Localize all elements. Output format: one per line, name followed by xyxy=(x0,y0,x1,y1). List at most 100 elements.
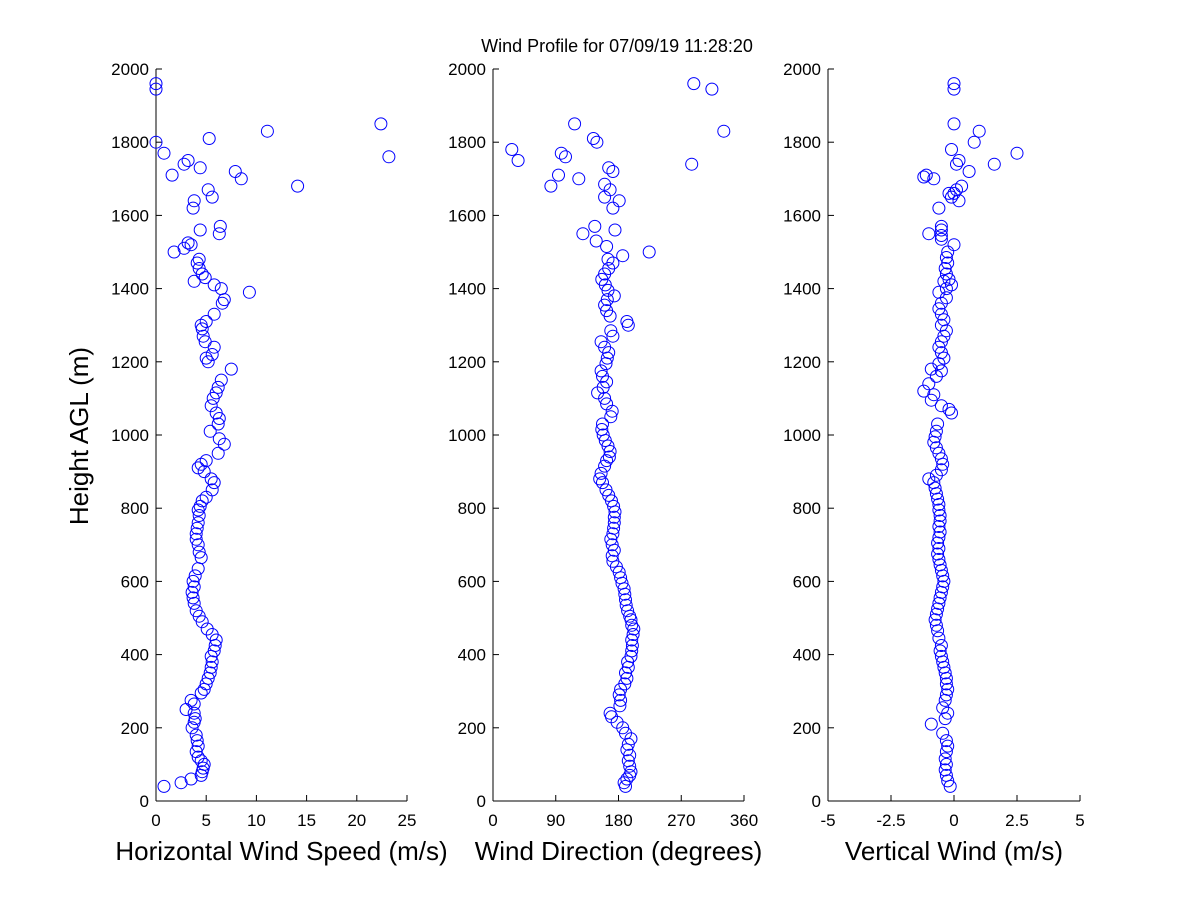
x-tick-label: 90 xyxy=(546,811,565,830)
data-point xyxy=(217,293,231,307)
data-point xyxy=(705,82,719,96)
data-point xyxy=(224,362,238,376)
data-point xyxy=(607,499,621,513)
data-point xyxy=(605,538,619,552)
data-point xyxy=(934,318,948,332)
data-point xyxy=(607,510,621,524)
y-tick-label: 200 xyxy=(121,719,149,738)
data-point xyxy=(382,150,396,164)
x-tick-label: 15 xyxy=(297,811,316,830)
x-axis-label: Horizontal Wind Speed (m/s) xyxy=(115,836,447,866)
y-tick-label: 200 xyxy=(793,719,821,738)
x-tick-label: 2.5 xyxy=(1005,811,1029,830)
y-tick-label: 1600 xyxy=(111,206,149,225)
data-point xyxy=(602,450,616,464)
data-point xyxy=(941,739,955,753)
data-point xyxy=(179,703,193,716)
y-axis-label: Height AGL (m) xyxy=(64,347,94,525)
data-point xyxy=(207,307,221,321)
data-point xyxy=(614,693,628,707)
data-point xyxy=(559,150,572,164)
data-point xyxy=(203,424,217,438)
data-point xyxy=(626,628,640,641)
data-point xyxy=(149,77,163,91)
y-tick-label: 600 xyxy=(121,572,149,591)
data-point xyxy=(625,644,639,658)
data-point xyxy=(157,146,171,160)
data-point xyxy=(929,607,943,621)
y-tick-label: 1200 xyxy=(783,353,821,372)
data-point xyxy=(618,677,632,691)
data-point xyxy=(931,547,945,561)
y-tick-label: 600 xyxy=(458,572,486,591)
data-point xyxy=(200,622,214,636)
data-point xyxy=(177,241,191,255)
data-point xyxy=(212,432,226,446)
data-point xyxy=(934,229,948,242)
data-point xyxy=(947,186,961,200)
x-tick-label: 25 xyxy=(398,811,417,830)
data-point xyxy=(189,532,203,546)
data-point xyxy=(607,521,621,535)
data-point xyxy=(590,135,604,149)
data-point xyxy=(608,223,622,237)
y-tick-label: 800 xyxy=(458,499,486,518)
data-point xyxy=(194,551,208,565)
data-point xyxy=(505,143,519,156)
data-point xyxy=(552,168,565,182)
data-point xyxy=(187,194,201,208)
data-point xyxy=(932,542,946,555)
data-point xyxy=(596,428,610,442)
data-point xyxy=(934,463,948,477)
data-point xyxy=(202,132,216,145)
data-point xyxy=(600,454,614,468)
data-point xyxy=(947,117,961,131)
y-tick-label: 1400 xyxy=(111,280,149,299)
x-tick-label: 180 xyxy=(604,811,632,830)
data-point xyxy=(938,262,952,275)
data-point xyxy=(945,190,958,204)
data-point xyxy=(157,779,171,793)
data-point xyxy=(199,315,213,328)
data-point xyxy=(621,754,635,768)
data-point xyxy=(187,697,201,711)
data-point xyxy=(687,77,701,91)
data-point xyxy=(932,531,946,544)
y-tick-label: 200 xyxy=(458,719,486,738)
data-point xyxy=(214,282,228,296)
data-point xyxy=(194,686,208,700)
data-point xyxy=(945,406,958,420)
data-point xyxy=(619,598,633,612)
y-tick-label: 2000 xyxy=(783,60,821,79)
data-point xyxy=(927,476,941,490)
data-point xyxy=(184,238,198,252)
data-point xyxy=(939,251,953,264)
data-point xyxy=(209,406,223,420)
data-point xyxy=(942,186,956,200)
data-point xyxy=(594,335,608,349)
data-point xyxy=(934,364,948,378)
data-point xyxy=(189,728,203,742)
data-point xyxy=(260,124,274,138)
x-tick-label: 10 xyxy=(247,811,266,830)
y-tick-label: 0 xyxy=(812,792,821,811)
data-point xyxy=(934,232,948,246)
data-point xyxy=(936,701,950,715)
data-point xyxy=(194,318,208,332)
data-point xyxy=(972,124,986,138)
data-point xyxy=(191,516,205,530)
data-point xyxy=(934,452,948,466)
data-point xyxy=(554,146,568,160)
data-point xyxy=(934,399,948,413)
data-point xyxy=(937,351,951,365)
data-point xyxy=(938,763,952,777)
y-tick-label: 1200 xyxy=(448,353,486,372)
data-point xyxy=(1010,146,1024,160)
data-point xyxy=(939,768,953,782)
data-point xyxy=(234,172,248,186)
data-point xyxy=(950,157,963,171)
y-tick-label: 0 xyxy=(477,792,486,811)
data-point xyxy=(207,644,221,658)
data-point xyxy=(511,154,525,167)
